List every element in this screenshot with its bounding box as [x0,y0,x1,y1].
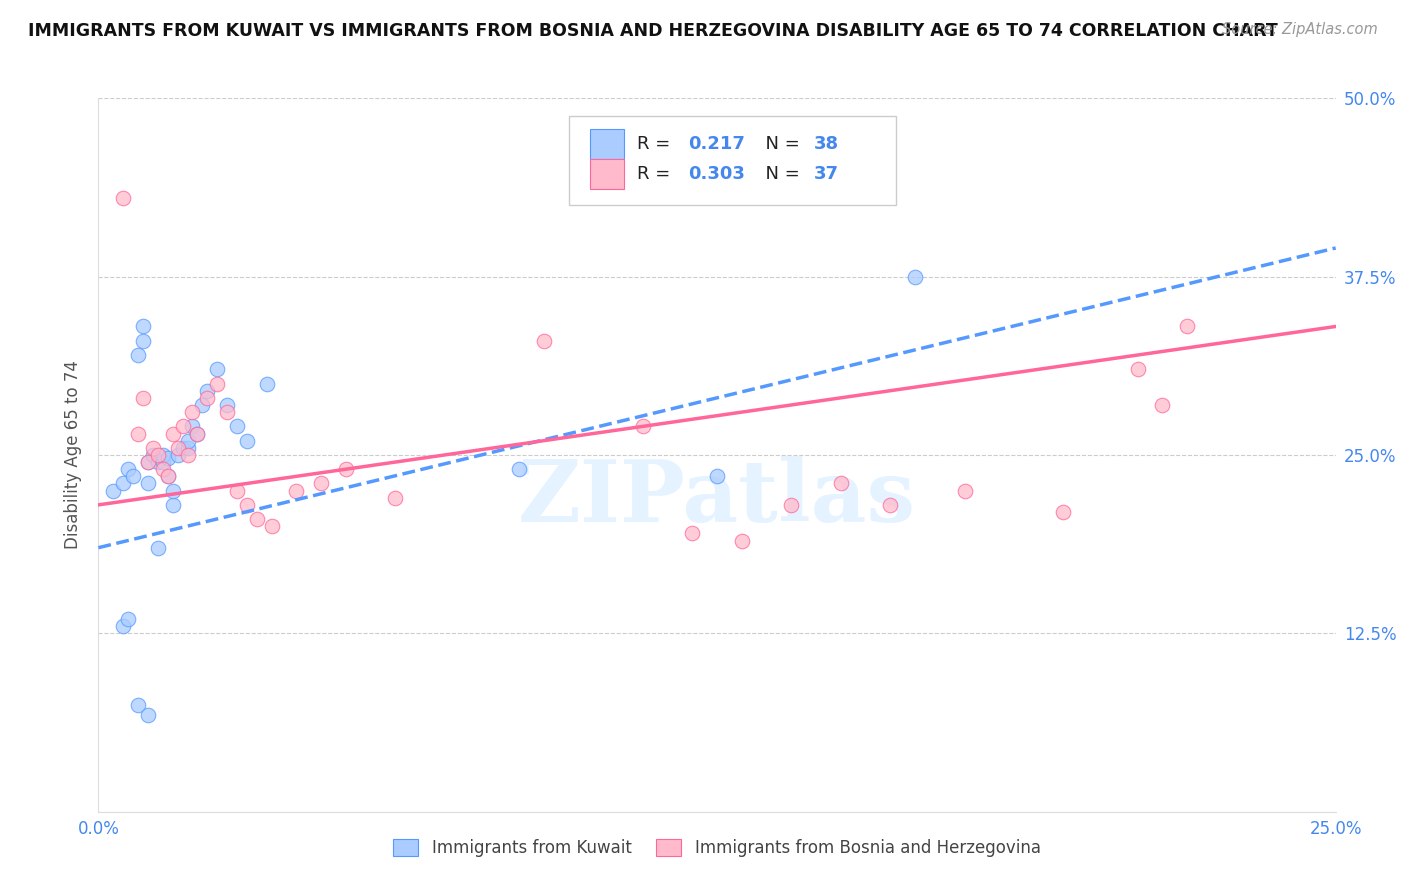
FancyBboxPatch shape [589,159,624,189]
Point [172,419,194,434]
Point [384,491,406,505]
Point [176,441,198,455]
Point [146,448,169,462]
Point [335,462,357,476]
Point [953,483,976,498]
Point [195,391,218,405]
Point [236,498,259,512]
Point [136,455,159,469]
Point [142,441,165,455]
Point [103,483,125,498]
Point [162,426,184,441]
Point [830,476,852,491]
Point [112,619,135,633]
Point [508,462,530,476]
Point [1126,362,1149,376]
Point [285,483,308,498]
Point [236,434,259,448]
Text: R =: R = [637,135,676,153]
Point [1052,505,1074,519]
Text: 37: 37 [814,165,838,183]
Point [127,698,149,712]
Point [217,398,239,412]
Point [176,434,198,448]
Text: N =: N = [754,165,806,183]
Point [136,455,159,469]
Point [191,398,214,412]
Point [226,483,249,498]
Text: N =: N = [754,135,806,153]
Point [112,191,135,205]
Point [172,441,194,455]
Point [122,469,145,483]
Point [117,612,139,626]
Point [217,405,239,419]
Point [731,533,754,548]
Point [1152,398,1174,412]
Point [176,448,198,462]
Point [260,519,283,533]
Point [186,426,208,441]
Legend: Immigrants from Kuwait, Immigrants from Bosnia and Herzegovina: Immigrants from Kuwait, Immigrants from … [387,832,1047,864]
Point [156,450,179,465]
Point [631,419,654,434]
Point [112,476,135,491]
Point [256,376,278,391]
Y-axis label: Disability Age 65 to 74: Disability Age 65 to 74 [65,360,83,549]
FancyBboxPatch shape [568,116,897,205]
Point [117,462,139,476]
Text: 0.217: 0.217 [689,135,745,153]
Text: ZIPatlas: ZIPatlas [517,456,917,540]
Point [136,707,159,722]
Point [166,448,188,462]
Point [146,455,169,469]
Point [156,469,179,483]
Point [186,426,208,441]
Text: R =: R = [637,165,676,183]
Point [127,426,149,441]
Point [156,469,179,483]
Point [162,483,184,498]
Point [226,419,249,434]
Point [246,512,269,526]
Point [181,405,204,419]
Point [127,348,149,362]
Text: 38: 38 [814,135,839,153]
Point [1175,319,1198,334]
FancyBboxPatch shape [589,128,624,159]
Point [152,448,174,462]
Point [309,476,332,491]
Text: Source: ZipAtlas.com: Source: ZipAtlas.com [1222,22,1378,37]
Point [146,541,169,555]
Point [162,498,184,512]
Point [706,469,728,483]
Point [205,362,228,376]
Text: 0.303: 0.303 [689,165,745,183]
Point [166,441,188,455]
Point [681,526,703,541]
Point [195,384,218,398]
Text: IMMIGRANTS FROM KUWAIT VS IMMIGRANTS FROM BOSNIA AND HERZEGOVINA DISABILITY AGE : IMMIGRANTS FROM KUWAIT VS IMMIGRANTS FRO… [28,22,1278,40]
Point [152,455,174,469]
Point [152,462,174,476]
Point [205,376,228,391]
Point [780,498,803,512]
Point [904,269,927,284]
Point [879,498,901,512]
Point [136,476,159,491]
Point [533,334,555,348]
Point [181,419,204,434]
Point [132,334,155,348]
Point [132,391,155,405]
Point [142,448,165,462]
Point [132,319,155,334]
